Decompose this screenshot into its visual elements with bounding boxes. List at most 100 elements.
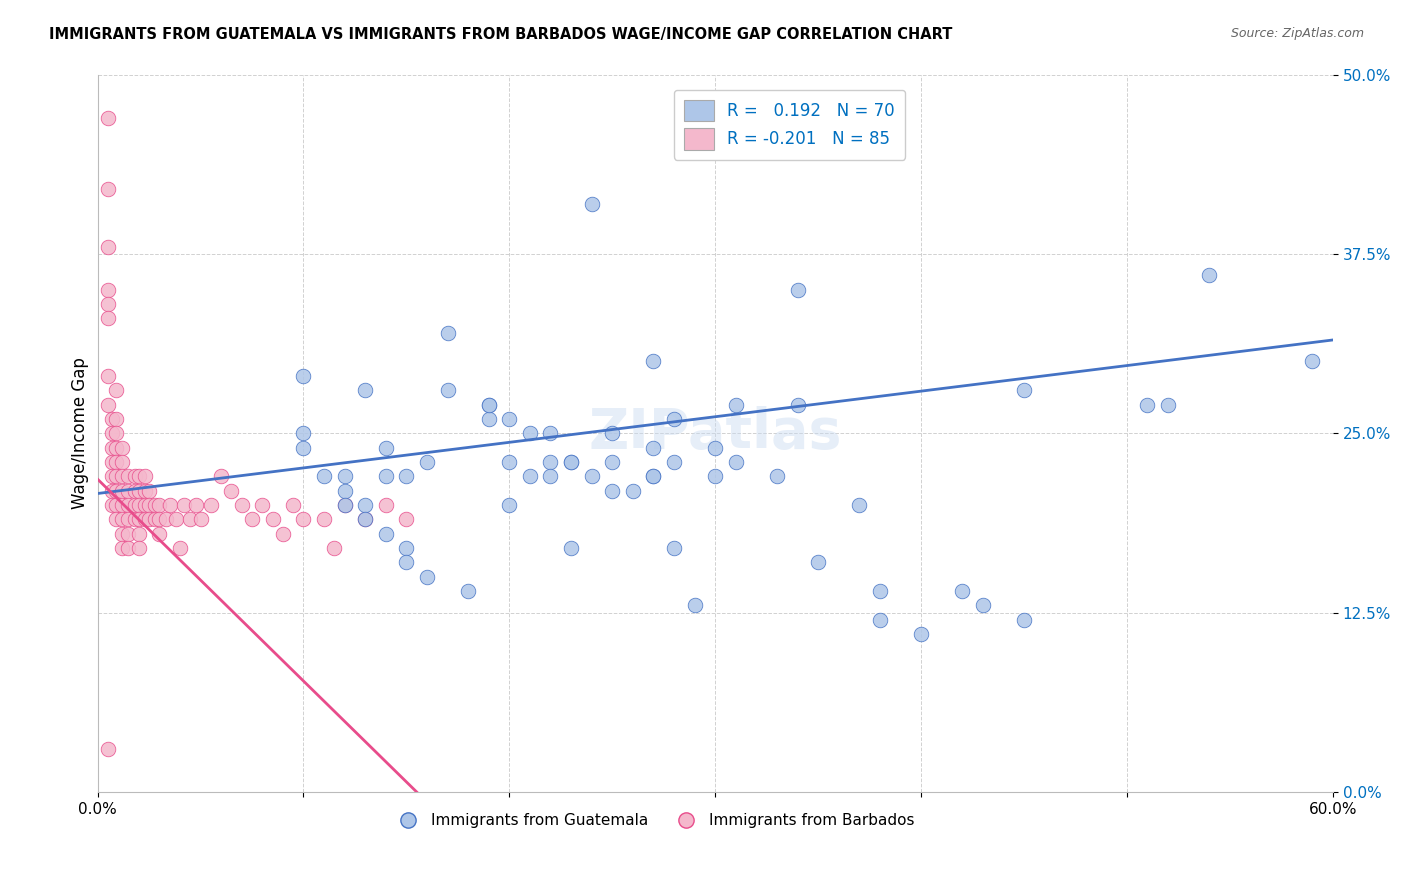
Point (292, 441, 315, 455)
Point (111, 541, 134, 555)
Point (221, 483, 243, 498)
Point (101, 426, 124, 441)
Point (519, 469, 541, 483)
Point (124, 469, 146, 483)
Point (333, 498, 356, 512)
Point (101, 498, 124, 512)
Point (786, 283, 808, 297)
Point (395, 469, 418, 483)
Point (105, 455, 128, 469)
Point (416, 570, 439, 584)
Point (134, 498, 156, 512)
Point (117, 498, 139, 512)
Point (231, 498, 253, 512)
Point (148, 512, 170, 526)
Point (560, 455, 582, 469)
Point (143, 512, 166, 526)
Point (124, 498, 146, 512)
Point (281, 498, 304, 512)
Point (128, 512, 150, 526)
Point (97, 398, 120, 412)
Point (540, 469, 562, 483)
Point (97, 742, 120, 756)
Point (128, 498, 150, 512)
Point (1198, 268, 1220, 283)
Point (186, 498, 208, 512)
Point (190, 512, 212, 526)
Point (436, 383, 458, 397)
Point (766, 469, 789, 483)
Point (600, 455, 623, 469)
Point (105, 512, 128, 526)
Point (155, 512, 177, 526)
Point (395, 555, 418, 569)
Point (724, 455, 747, 469)
Point (540, 426, 562, 441)
Point (540, 455, 562, 469)
Point (105, 412, 128, 426)
Point (105, 441, 128, 455)
Point (683, 599, 706, 613)
Point (292, 426, 315, 441)
Point (354, 512, 377, 526)
Point (97, 311, 120, 326)
Point (165, 512, 187, 526)
Point (498, 412, 520, 426)
Point (519, 426, 541, 441)
Point (97, 111, 120, 125)
Point (105, 426, 128, 441)
Point (173, 498, 195, 512)
Point (662, 455, 685, 469)
Point (128, 469, 150, 483)
Point (581, 196, 603, 211)
Point (124, 512, 146, 526)
Point (312, 469, 335, 483)
Text: Source: ZipAtlas.com: Source: ZipAtlas.com (1230, 27, 1364, 40)
Y-axis label: Wage/Income Gap: Wage/Income Gap (72, 358, 89, 509)
Point (128, 483, 150, 498)
Point (374, 469, 396, 483)
Point (97, 297, 120, 311)
Point (621, 483, 644, 498)
Point (869, 613, 891, 627)
Point (111, 498, 134, 512)
Point (138, 512, 160, 526)
Point (105, 483, 128, 498)
Point (395, 512, 418, 526)
Point (374, 498, 396, 512)
Point (134, 483, 156, 498)
Point (117, 469, 139, 483)
Point (111, 455, 134, 469)
Point (111, 441, 134, 455)
Point (704, 441, 727, 455)
Point (354, 498, 377, 512)
Point (457, 584, 479, 599)
Point (111, 483, 134, 498)
Point (143, 498, 166, 512)
Point (498, 498, 520, 512)
Point (478, 412, 501, 426)
Text: ZIPatlas: ZIPatlas (589, 406, 842, 460)
Point (97, 240, 120, 254)
Point (292, 368, 315, 383)
Point (1012, 613, 1035, 627)
Point (1012, 383, 1035, 397)
Point (262, 512, 284, 526)
Point (333, 469, 356, 483)
Point (128, 526, 150, 541)
Point (478, 398, 501, 412)
Point (950, 584, 973, 599)
Point (252, 498, 274, 512)
Point (97, 368, 120, 383)
Point (1136, 398, 1159, 412)
Point (786, 398, 808, 412)
Point (807, 555, 830, 569)
Point (169, 541, 191, 555)
Text: IMMIGRANTS FROM GUATEMALA VS IMMIGRANTS FROM BARBADOS WAGE/INCOME GAP CORRELATIO: IMMIGRANTS FROM GUATEMALA VS IMMIGRANTS … (49, 27, 953, 42)
Point (271, 526, 294, 541)
Legend: Immigrants from Guatemala, Immigrants from Barbados: Immigrants from Guatemala, Immigrants fr… (387, 807, 921, 835)
Point (134, 469, 156, 483)
Point (312, 512, 335, 526)
Point (374, 526, 396, 541)
Point (148, 526, 170, 541)
